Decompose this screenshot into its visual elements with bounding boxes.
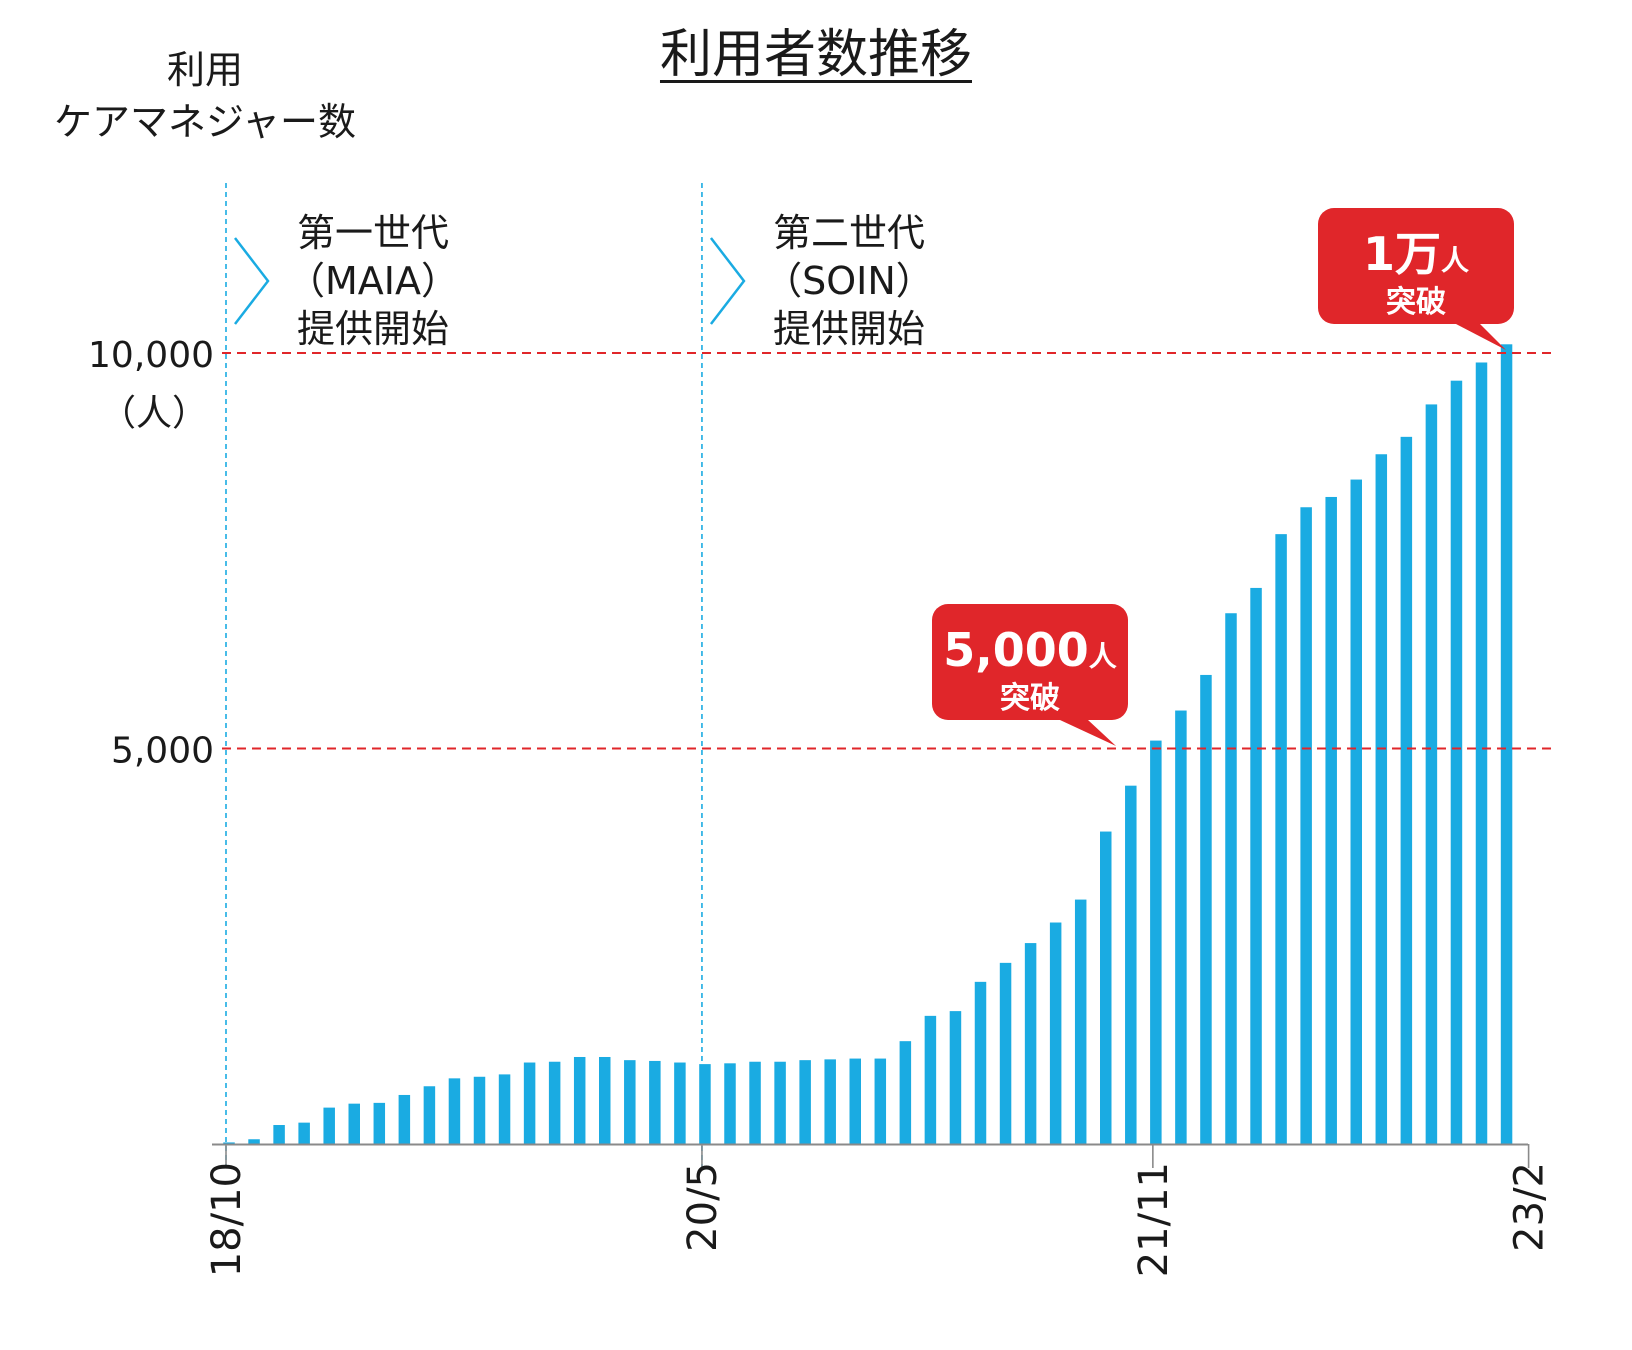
bar [1024,943,1037,1144]
bar [624,1060,636,1144]
bar [974,981,987,1144]
bar [774,1061,786,1144]
callout-main: 1万 [1363,227,1441,281]
bar [373,1102,386,1144]
bar [649,1060,661,1144]
bar [1250,587,1262,1144]
bar [674,1062,686,1144]
generation-arrow-icon [709,237,746,325]
bar [849,1058,861,1144]
bar [1200,674,1212,1144]
bar [1150,740,1162,1144]
generation-label-line: 第一世代 [297,211,449,255]
bar [724,1063,736,1144]
bar [1450,380,1463,1144]
bar [824,1059,836,1144]
bar [1125,785,1137,1144]
bar [899,1041,912,1144]
callout-box [932,604,1128,720]
bar [398,1094,411,1144]
bar [423,1086,436,1144]
callout-value: 5,000人 [943,623,1117,677]
bar [1300,507,1312,1144]
callout-main: 5,000 [943,623,1089,677]
bar [1475,362,1488,1144]
callout-pointer [1060,720,1116,746]
y-tick-label: 5,000 [111,731,214,772]
generation-label-line: （SOIN） [764,259,934,303]
bar [1375,454,1388,1144]
generation-arrow-icon [234,237,270,325]
x-tick-label: 20/5 [680,1162,726,1252]
callout-pointer [1456,324,1506,350]
bar [599,1056,611,1144]
bar [874,1058,887,1144]
bar [949,1011,962,1144]
callout-box [1318,208,1514,324]
bar [699,1064,711,1144]
bar [223,1142,235,1144]
bar [924,1015,937,1144]
bar [498,1074,511,1144]
y-axis-title: 利用 ケアマネジャー数 [20,44,390,148]
generation-label-line: （MAIA） [287,259,459,303]
bar [323,1107,335,1144]
bar [1350,479,1362,1144]
bar [448,1078,461,1144]
bar [473,1076,486,1144]
bar [1275,534,1287,1144]
generation-label-line: 提供開始 [297,307,449,351]
bar [1175,710,1187,1144]
bar [1500,344,1513,1144]
bar [1074,899,1087,1144]
generation-label-line: 提供開始 [773,307,925,351]
bar [1100,831,1112,1144]
bar [298,1122,310,1144]
bar [523,1062,536,1144]
bar [1225,613,1237,1144]
callout-value: 1万人 [1363,227,1469,281]
bar [799,1060,811,1144]
bar [573,1056,586,1144]
bar [749,1061,761,1144]
generation-label-line: 第二世代 [773,211,925,255]
callout-sub: 突破 [1386,285,1446,320]
bar [548,1061,561,1144]
bar [999,962,1012,1144]
bar [1425,404,1438,1144]
bar [1049,922,1062,1144]
bar [248,1139,260,1144]
bar [273,1125,285,1144]
y-unit-label: （人） [100,393,208,434]
y-axis-title-line-1: 利用 [166,48,243,92]
x-tick-label: 23/2 [1507,1162,1553,1252]
bar [348,1103,360,1144]
chart-title: 利用者数推移 [659,25,972,85]
callout-sub: 突破 [1000,681,1060,716]
x-tick-label: 21/11 [1131,1162,1177,1277]
y-axis-title-line-2: ケアマネジャー数 [53,100,357,144]
bar [1325,496,1337,1144]
callout-unit: 人 [1089,640,1117,673]
bar [1400,436,1413,1144]
x-tick-label: 18/10 [204,1162,250,1277]
callout-unit: 人 [1441,244,1469,277]
y-tick-label: 10,000 [88,335,214,376]
